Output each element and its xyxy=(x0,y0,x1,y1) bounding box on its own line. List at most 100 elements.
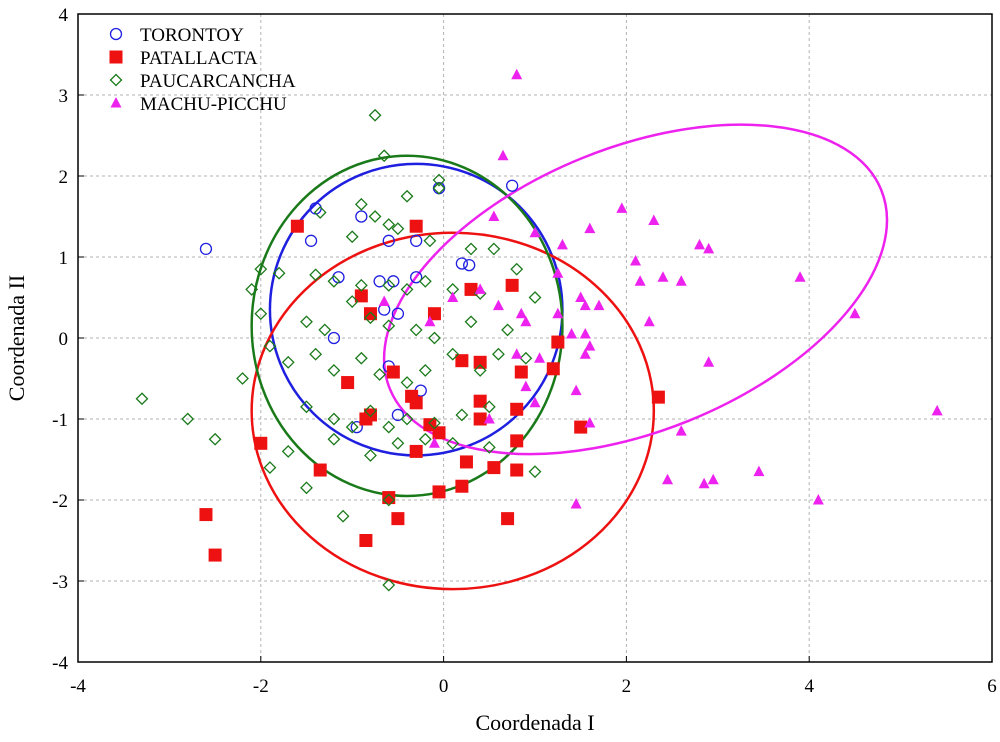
patallacta-point xyxy=(405,389,419,403)
paucarcancha-point xyxy=(345,230,359,244)
machu-picchu-point xyxy=(616,202,628,213)
patallacta-point xyxy=(208,548,222,562)
machu-picchu-point xyxy=(566,327,578,339)
patallacta-point xyxy=(386,365,400,379)
machu-picchu-point xyxy=(812,494,824,505)
torontoy-point xyxy=(350,420,363,434)
paucarcancha-point xyxy=(300,481,313,495)
patallacta-point xyxy=(546,362,560,376)
paucarcancha-point xyxy=(423,234,437,248)
patallacta-point xyxy=(651,390,665,404)
patallacta-point xyxy=(354,289,368,303)
machu-picchu-point xyxy=(424,315,436,327)
machu-picchu-point xyxy=(648,214,660,226)
paucarcancha-point xyxy=(428,416,441,430)
paucarcancha-point xyxy=(300,315,313,329)
torontoy-point xyxy=(506,179,519,192)
paucarcancha-point xyxy=(364,449,377,462)
torontoy-point xyxy=(199,242,213,256)
machu-picchu-point xyxy=(630,255,642,266)
paucarcancha-point xyxy=(418,363,432,377)
data-points xyxy=(135,68,943,592)
paucarcancha-point xyxy=(382,493,396,507)
paucarcancha-point xyxy=(446,436,460,450)
paucarcancha-point xyxy=(391,436,405,450)
patallacta-point xyxy=(199,508,213,522)
patallacta-point xyxy=(510,402,524,416)
machu-picchu-point xyxy=(556,238,568,250)
paucarcancha-point xyxy=(364,311,377,325)
torontoy-point xyxy=(355,210,368,223)
paucarcancha-point xyxy=(400,189,414,203)
machu-picchu-point xyxy=(534,352,546,363)
paucarcancha-point xyxy=(528,465,542,479)
paucarcancha-point xyxy=(409,323,423,337)
paucarcancha-point xyxy=(236,372,249,385)
machu-picchu-point xyxy=(497,149,509,161)
paucarcancha-point xyxy=(382,319,396,333)
paucarcancha-point xyxy=(327,412,341,426)
patallacta-point xyxy=(427,307,441,321)
machu-picchu-point xyxy=(707,473,719,485)
legend-marker-paucarcancha xyxy=(109,73,123,87)
patallacta-point xyxy=(501,512,515,526)
machu-picchu-point xyxy=(694,238,706,250)
legend-marker-torontoy xyxy=(109,27,123,41)
paucarcancha-point xyxy=(345,295,359,308)
paucarcancha-point xyxy=(464,242,478,256)
legend-label-machu-picchu: MACHU-PICCHU xyxy=(140,94,287,115)
patallacta-point xyxy=(510,463,524,477)
y-tick-label: 4 xyxy=(59,5,69,26)
machu-picchu-point xyxy=(511,68,523,80)
axis-ticks: -4 -2 0 2 4 6 -4 -3 -2 -1 0 1 2 3 4 xyxy=(52,5,997,697)
x-axis-label: Coordenada I xyxy=(475,710,594,735)
patallacta-point xyxy=(432,426,446,440)
patallacta-point xyxy=(359,534,373,547)
patallacta-point xyxy=(473,394,487,408)
paucarcancha-point xyxy=(446,347,460,361)
paucarcancha-point xyxy=(254,307,268,321)
machu-picchu-point xyxy=(593,299,605,311)
machu-picchu-point xyxy=(515,307,527,319)
paucarcancha-point xyxy=(455,408,469,422)
patallacta-point xyxy=(459,455,473,469)
paucarcancha-point xyxy=(382,278,396,292)
patallacta-point xyxy=(505,278,519,292)
torontoy-point xyxy=(410,271,423,284)
legend: TORONTOYPATALLACTAPAUCARCANCHAMACHU-PICC… xyxy=(109,25,296,115)
patallacta-point xyxy=(574,420,588,434)
paucarcancha-point xyxy=(400,412,414,426)
paucarcancha-point xyxy=(135,392,149,406)
x-tick-label: -4 xyxy=(70,676,86,697)
paucarcancha-point xyxy=(181,412,195,426)
paucarcancha-point xyxy=(492,347,505,361)
paucarcancha-point xyxy=(327,432,341,446)
machu-picchu-point xyxy=(794,271,806,282)
torontoy-point xyxy=(455,257,469,270)
paucarcancha-point xyxy=(254,262,268,276)
y-tick-label: -3 xyxy=(52,572,68,593)
legend-marker-machu-picchu xyxy=(110,97,122,108)
patallacta-point xyxy=(341,376,355,390)
machu-picchu-point xyxy=(529,396,541,408)
torontoy-point xyxy=(327,331,341,345)
paucarcancha-point xyxy=(432,181,446,195)
paucarcancha-point xyxy=(519,351,533,365)
paucarcancha-point xyxy=(327,274,341,288)
machu-picchu-point xyxy=(447,291,459,302)
legend-marker-patallacta xyxy=(109,50,123,64)
paucarcancha-point xyxy=(400,282,414,296)
y-axis-label: Coordenada II xyxy=(4,275,29,401)
machu-picchu-point xyxy=(931,404,943,416)
paucarcancha-point xyxy=(364,404,377,418)
paucarcancha-point xyxy=(464,315,478,329)
legend-label-torontoy: TORONTOY xyxy=(140,25,244,46)
paucarcancha-point xyxy=(354,351,368,365)
machu-picchu-point xyxy=(657,271,669,282)
paucarcancha-point xyxy=(309,268,323,282)
patallacta-point xyxy=(464,282,478,296)
patallacta-point xyxy=(382,491,396,505)
paucarcancha-point xyxy=(263,461,277,475)
paucarcancha-point xyxy=(354,197,368,211)
